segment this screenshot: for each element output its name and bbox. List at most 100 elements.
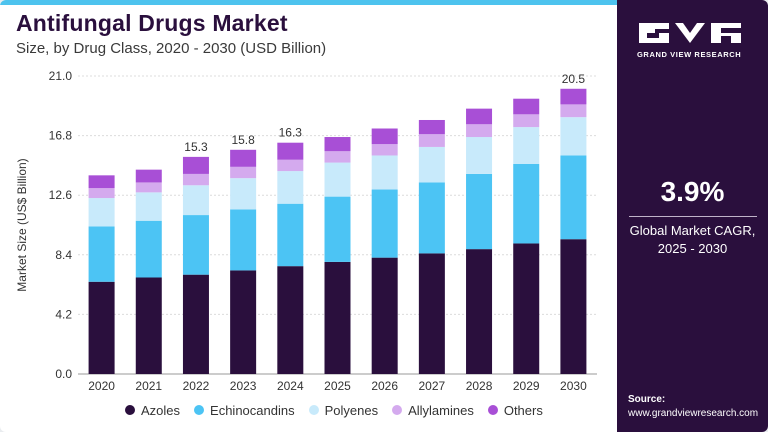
legend-swatch — [125, 405, 135, 415]
x-tick-label: 2020 — [88, 379, 115, 393]
x-tick-label: 2022 — [183, 379, 210, 393]
y-tick-label: 0.0 — [55, 367, 72, 381]
legend-label: Echinocandins — [210, 402, 295, 418]
y-tick-label: 21.0 — [49, 69, 73, 83]
bar-segment-azoles-2020 — [88, 281, 115, 374]
bar-segment-echinocandins-2028 — [466, 173, 493, 250]
bar-segment-others-2023 — [230, 149, 257, 167]
total-data-label: 15.3 — [184, 140, 208, 154]
bar-segment-echinocandins-2025 — [324, 196, 351, 262]
bar-segment-polyenes-2023 — [230, 178, 257, 210]
bar-segment-allylamines-2021 — [135, 182, 162, 193]
bar-segment-others-2022 — [182, 156, 209, 174]
bar-segment-echinocandins-2023 — [230, 209, 257, 271]
bar-segment-echinocandins-2030 — [560, 155, 587, 240]
bar-segment-echinocandins-2026 — [371, 189, 398, 258]
x-tick-label: 2024 — [277, 379, 304, 393]
legend-swatch — [487, 405, 498, 415]
bar-segment-others-2030 — [560, 88, 587, 105]
grand-view-research-logo-icon — [639, 23, 741, 43]
bar-segment-polyenes-2030 — [560, 117, 587, 156]
bar-segment-polyenes-2025 — [324, 162, 351, 197]
x-tick-label: 2029 — [513, 379, 540, 393]
bar-segment-polyenes-2028 — [466, 137, 493, 174]
bar-segment-allylamines-2020 — [88, 188, 115, 199]
chart-subtitle: Size, by Drug Class, 2020 - 2030 (USD Bi… — [16, 40, 327, 57]
bar-segment-azoles-2025 — [324, 261, 351, 374]
bar-segment-others-2025 — [324, 137, 351, 152]
source-link[interactable]: www.grandviewresearch.com — [628, 408, 759, 419]
x-tick-label: 2026 — [371, 379, 398, 393]
bar-segment-echinocandins-2029 — [513, 163, 540, 244]
y-axis-label: Market Size (US$ Billion) — [15, 158, 29, 291]
bar-segment-polyenes-2024 — [277, 171, 304, 204]
legend-item-others: Others — [487, 402, 543, 418]
bar-segment-azoles-2024 — [277, 266, 304, 374]
cagr-label: Global Market CAGR, 2025 - 2030 — [617, 222, 768, 258]
y-tick-label: 4.2 — [55, 307, 72, 321]
bar-segment-others-2028 — [466, 108, 493, 125]
total-data-label: 15.8 — [231, 133, 255, 147]
cagr-divider — [629, 216, 757, 217]
y-tick-label: 16.8 — [49, 129, 73, 143]
bar-segment-allylamines-2027 — [418, 134, 445, 147]
brand-name: GRAND VIEW RESEARCH — [637, 50, 742, 59]
legend-swatch — [308, 405, 319, 415]
x-tick-label: 2025 — [324, 379, 351, 393]
total-data-label: 20.5 — [562, 72, 586, 86]
bar-segment-polyenes-2021 — [135, 192, 162, 221]
bar-segment-polyenes-2029 — [513, 127, 540, 164]
cagr-label-line1: Global Market CAGR, — [629, 223, 756, 238]
bar-segment-azoles-2022 — [182, 274, 209, 374]
bar-segment-allylamines-2024 — [277, 159, 304, 172]
legend-label: Others — [503, 402, 543, 418]
legend-label: Azoles — [141, 402, 181, 418]
total-data-label: 16.3 — [279, 126, 303, 140]
bar-segment-polyenes-2026 — [371, 155, 398, 190]
bar-segment-allylamines-2030 — [560, 104, 587, 118]
bar-segment-allylamines-2023 — [230, 166, 257, 179]
cagr-value: 3.9% — [660, 176, 725, 207]
x-tick-label: 2021 — [135, 379, 162, 393]
stacked-bar-chart: 0.0 4.2 8.4 12.6 16.8 21.0 Market Size (US$ Bi… — [15, 69, 597, 393]
bar-segment-others-2027 — [418, 119, 445, 135]
bar-segment-azoles-2028 — [466, 249, 493, 374]
bar-segment-others-2020 — [88, 175, 115, 189]
bar-segment-allylamines-2028 — [466, 124, 493, 138]
x-tick-label: 2027 — [419, 379, 446, 393]
legend-swatch — [194, 405, 205, 415]
chart-title: Antifungal Drugs Market — [16, 10, 288, 36]
bar-segment-azoles-2023 — [230, 270, 257, 374]
legend-label: Allylamines — [408, 402, 474, 418]
x-tick-label: 2023 — [230, 379, 257, 393]
bar-segment-allylamines-2026 — [371, 144, 398, 156]
bar-segment-polyenes-2020 — [88, 198, 115, 227]
y-tick-label: 8.4 — [55, 248, 72, 262]
legend-item-polyenes: Polyenes — [308, 403, 378, 418]
bar-segment-echinocandins-2027 — [418, 182, 445, 254]
x-tick-label: 2030 — [560, 379, 587, 393]
bar-segment-azoles-2027 — [418, 253, 445, 374]
bar-segment-echinocandins-2024 — [277, 203, 304, 267]
bar-segment-echinocandins-2021 — [135, 220, 162, 278]
bar-segment-azoles-2021 — [135, 277, 162, 374]
bar-segment-others-2024 — [277, 142, 304, 160]
bar-segment-azoles-2029 — [513, 243, 540, 374]
bar-segment-allylamines-2022 — [182, 173, 209, 186]
bar-segment-polyenes-2027 — [418, 146, 445, 183]
x-tick-label: 2028 — [466, 379, 493, 393]
bar-segment-azoles-2030 — [560, 239, 587, 374]
y-tick-label: 12.6 — [49, 188, 73, 202]
accent-top-line — [0, 0, 617, 5]
chart-legend: Azoles Echinocandins Polyenes Allylamines Ot… — [125, 402, 557, 418]
source-label: Source: — [628, 394, 666, 405]
brand-logo: GRAND VIEW RESEARCH — [637, 20, 757, 70]
bar-segment-others-2021 — [135, 169, 162, 183]
legend-item-azoles: Azoles — [125, 403, 180, 418]
bar-segment-echinocandins-2022 — [182, 215, 209, 275]
bar-segment-azoles-2026 — [371, 257, 398, 374]
legend-item-echinocandins: Echinocandins — [194, 403, 295, 418]
cagr-label-line2: 2025 - 2030 — [657, 241, 728, 256]
legend-item-allylamines: Allylamines — [392, 403, 474, 418]
bar-segment-others-2026 — [371, 128, 398, 145]
